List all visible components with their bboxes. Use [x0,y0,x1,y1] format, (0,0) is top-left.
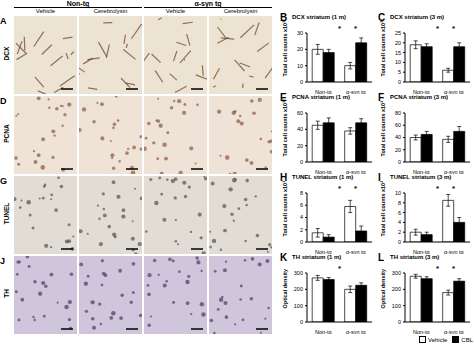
html-text:B: B [280,12,288,23]
svg-text:0: 0 [398,159,401,165]
svg-text:20: 20 [297,46,303,52]
html-text:Total cell counts x10³: Total cell counts x10³ [380,181,387,237]
svg-text:0: 0 [300,239,303,245]
svg-text:200: 200 [392,286,401,292]
svg-text:Non-tg: Non-tg [315,249,332,254]
html-text:Optical density: Optical density [380,269,387,309]
html-text:TUNEL: TUNEL [2,202,10,225]
svg-text:300: 300 [294,270,303,276]
svg-text:6: 6 [300,202,303,208]
svg-text:100: 100 [392,303,401,309]
svg-text:α-syn tg: α-syn tg [346,89,366,94]
html-text:I: I [378,172,381,183]
svg-text:2: 2 [300,227,303,233]
html-text:TH striatum (3 m): TH striatum (3 m) [390,254,440,260]
html-text:Total cell counts x10³: Total cell counts x10³ [380,21,387,77]
svg-text:α-syn tg: α-syn tg [346,249,366,254]
html-text:TUNEL striatum (3 m): TUNEL striatum (3 m) [390,174,452,180]
svg-text:Non-tg: Non-tg [413,329,430,334]
svg-text:α-syn tg: α-syn tg [444,329,464,334]
svg-text:Non-tg: Non-tg [413,249,430,254]
html-text:F: F [378,92,385,103]
html-text:DCX striatum (3 m): DCX striatum (3 m) [390,14,444,20]
svg-text:0: 0 [398,79,401,85]
svg-text:α-syn tg: α-syn tg [444,89,464,94]
svg-text:Non-tg: Non-tg [413,169,430,174]
svg-text:0: 0 [398,319,401,325]
svg-text:5: 5 [398,69,401,75]
svg-text:α-syn tg: α-syn tg [346,329,366,334]
html-text:Optical density: Optical density [282,269,289,309]
svg-text:200: 200 [294,286,303,292]
svg-text:α-syn tg: α-syn tg [346,169,366,174]
html-text:Non-tg: Non-tg [66,0,90,7]
svg-text:0: 0 [300,319,303,325]
svg-text:4: 4 [398,219,401,225]
html-text:TUNEL striatum (1 m): TUNEL striatum (1 m) [292,174,354,180]
html-text:PCNA: PCNA [2,124,10,143]
svg-text:300: 300 [392,270,401,276]
svg-text:60: 60 [395,122,401,128]
html-text:A: A [0,16,7,26]
svg-text:0: 0 [300,79,303,85]
html-text:TH: TH [2,289,10,298]
svg-text:0: 0 [398,239,401,245]
svg-text:6: 6 [398,210,401,216]
html-text:Vehicle: Vehicle [165,8,186,14]
html-text:H: H [280,172,288,183]
svg-text:8: 8 [300,190,303,196]
svg-text:Non-tg: Non-tg [315,89,332,94]
html-text:Cerebrolysin: Cerebrolysin [223,8,258,14]
html-text:PCNA striatum (1 m): PCNA striatum (1 m) [292,94,351,100]
html-text:C: C [378,12,386,23]
html-text:Total cell counts x10³: Total cell counts x10³ [282,181,289,237]
html-text:Cerebrolysin: Cerebrolysin [93,8,128,14]
svg-text:40: 40 [395,134,401,140]
svg-text:0: 0 [300,159,303,165]
svg-text:α-syn tg: α-syn tg [444,169,464,174]
svg-text:15: 15 [395,50,401,56]
svg-text:10: 10 [297,63,303,69]
html-text:L: L [378,252,385,263]
html-text:α-syn tg: α-syn tg [194,0,222,7]
svg-text:30: 30 [297,30,303,36]
svg-text:10: 10 [395,59,401,65]
svg-text:Non-tg: Non-tg [315,169,332,174]
html-text:TH striatum (1 m): TH striatum (1 m) [292,254,342,260]
svg-text:80: 80 [395,110,401,116]
svg-text:4: 4 [300,214,303,220]
svg-text:10: 10 [395,190,401,196]
svg-text:20: 20 [395,40,401,46]
html-text:PCNA striatum (3 m): PCNA striatum (3 m) [390,94,449,100]
svg-text:α-syn tg: α-syn tg [444,249,464,254]
html-text:DCX striatum (1 m): DCX striatum (1 m) [292,14,346,20]
svg-text:40: 40 [297,126,303,132]
svg-text:20: 20 [395,147,401,153]
svg-text:2: 2 [398,229,401,235]
svg-text:60: 60 [297,110,303,116]
html-text:D: D [0,96,7,106]
svg-text:25: 25 [395,30,401,36]
svg-text:20: 20 [297,143,303,149]
html-text:E: E [280,92,287,103]
html-text:Total cell counts x10³: Total cell counts x10³ [282,101,289,157]
html-text:Vehicle: Vehicle [35,8,56,14]
html-text:Total cell counts x10³: Total cell counts x10³ [282,21,289,77]
svg-text:Non-tg: Non-tg [315,329,332,334]
html-text:Vehicle: Vehicle [428,336,448,343]
html-text:DCX: DCX [2,46,10,61]
svg-text:Non-tg: Non-tg [413,89,430,94]
html-text:J: J [0,256,5,266]
svg-text:8: 8 [398,200,401,206]
html-text:CBL: CBL [461,336,473,343]
svg-text:100: 100 [294,303,303,309]
html-text:K: K [280,252,288,263]
html-text:G: G [0,176,7,186]
html-text:Total cell counts x10³: Total cell counts x10³ [380,101,387,157]
